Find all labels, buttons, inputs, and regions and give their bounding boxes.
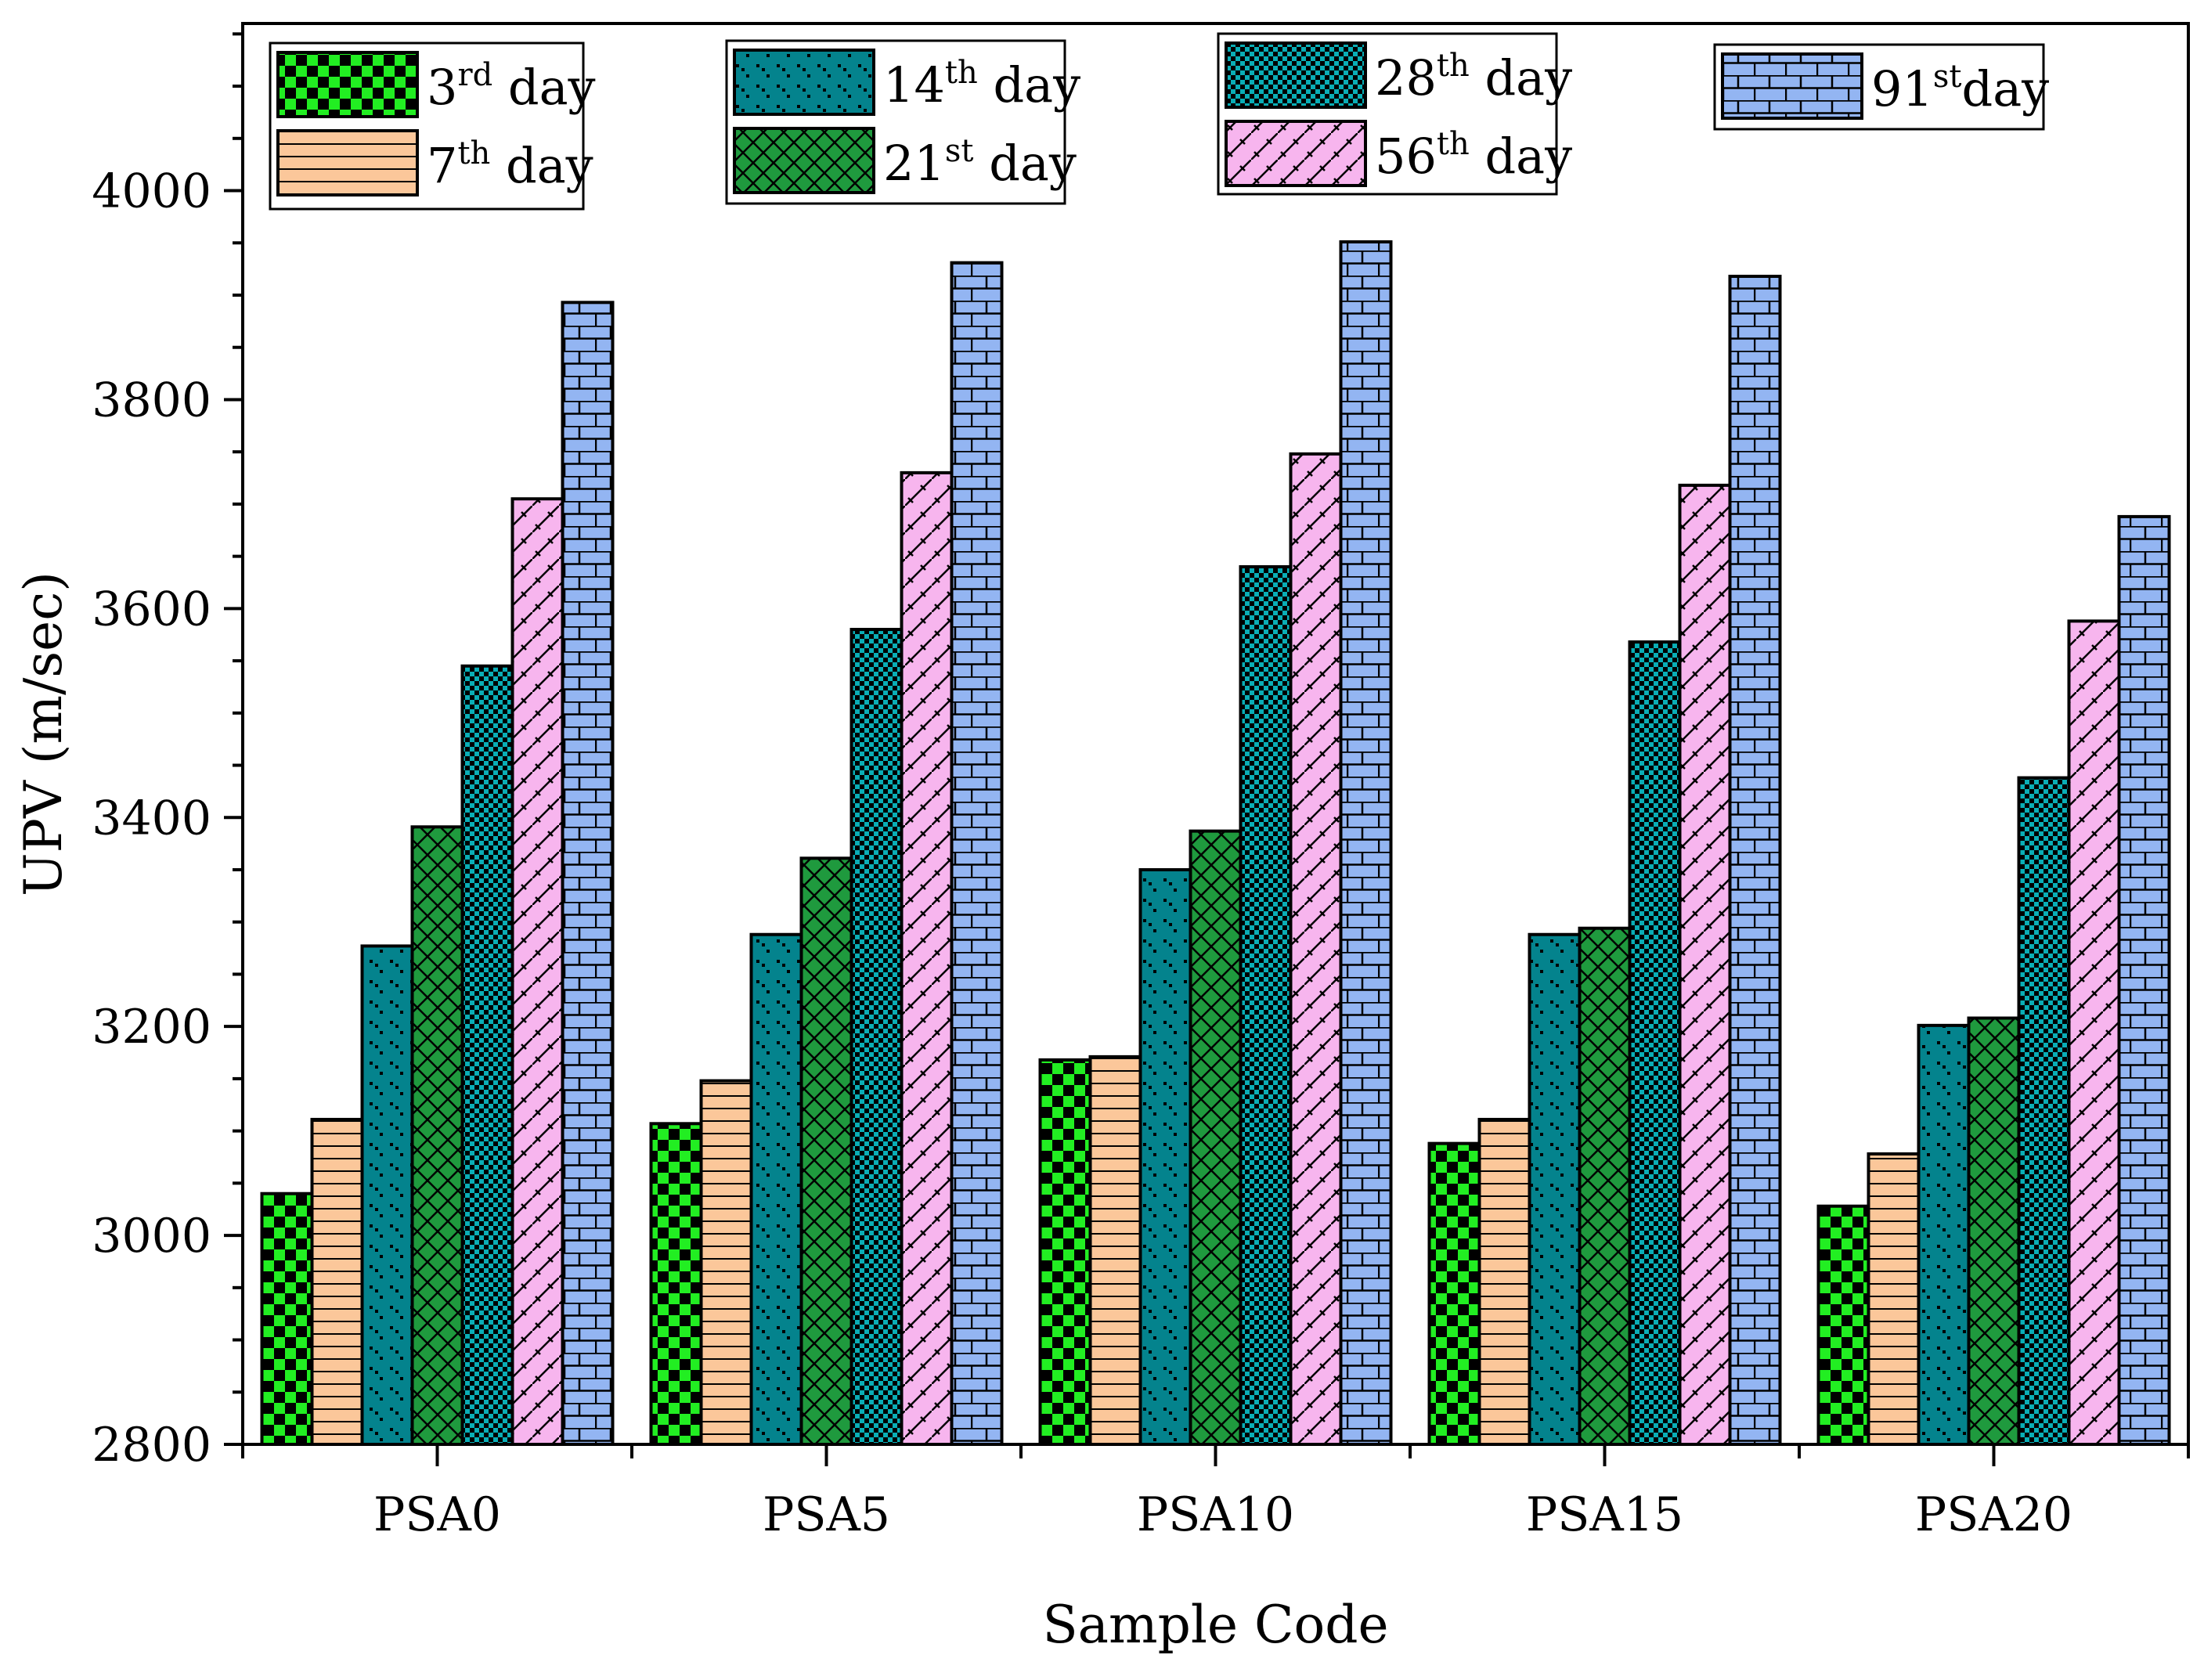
legend-swatch [733,127,875,194]
y-tick-label: 3400 [92,791,211,845]
legend-label: 21st day [883,133,1077,192]
bar-psa5-series-6 [900,470,954,1446]
x-category-label: PSA5 [763,1487,890,1542]
bar-psa5-series-7 [950,261,1004,1446]
bar-psa20-series-6 [2067,619,2121,1446]
bar-psa5-series-2 [699,1079,753,1446]
bar-psa15-series-5 [1628,640,1682,1446]
bar-psa0-series-6 [510,497,565,1446]
legend-label: 14th day [883,55,1080,114]
bar-psa15-series-6 [1678,483,1732,1446]
legend-swatch [733,49,875,116]
bar-psa20-series-7 [2117,514,2171,1446]
bar-psa5-series-1 [649,1122,703,1446]
bar-psa0-series-3 [360,944,414,1446]
bar-psa10-series-2 [1088,1055,1142,1446]
bar-psa0-series-4 [410,825,464,1446]
legend-swatch [1225,120,1367,187]
bar-psa20-series-2 [1867,1152,1921,1447]
bar-psa20-series-4 [1967,1016,2021,1446]
legend-label: 91stday [1871,59,2049,117]
bar-psa20-series-3 [1917,1023,1971,1446]
legend-swatch [1225,41,1367,109]
bar-psa15-series-4 [1578,926,1632,1446]
bar-psa15-series-3 [1528,932,1582,1447]
bar-psa10-series-1 [1038,1058,1092,1446]
bar-psa15-series-7 [1728,274,1782,1446]
y-axis-title: UPV (m/sec) [13,571,74,896]
legend-swatch [1721,52,1863,120]
legend-label: 28th day [1375,48,1572,106]
legend-label: 7th day [427,135,593,194]
bar-psa0-series-2 [310,1117,364,1446]
bar-psa10-series-7 [1339,240,1393,1446]
bar-psa10-series-4 [1189,829,1243,1447]
bar-psa15-series-1 [1427,1141,1481,1447]
x-category-label: PSA10 [1137,1487,1294,1542]
x-category-label: PSA20 [1915,1487,2072,1542]
bar-psa20-series-5 [2017,776,2071,1446]
y-tick-label: 2800 [92,1418,211,1473]
axes-layer: 2800 3000 3200 3400 3600 3800 4000 PSA0 PSA5 PSA1… [13,22,2190,1655]
legend-label: 3rd day [427,57,596,116]
y-tick-label: 4000 [92,164,211,219]
bars-layer [260,240,2171,1447]
bar-psa5-series-4 [799,856,853,1446]
bar-psa5-series-5 [849,628,904,1447]
bar-psa5-series-3 [749,932,803,1447]
x-category-label: PSA15 [1526,1487,1683,1542]
legend-layer: 3rd day 7th day 14th day 21st day 28th day 56… [269,32,2049,211]
legend-swatch [276,129,419,196]
y-tick-label: 3800 [92,373,211,427]
bar-psa0-series-5 [460,664,514,1446]
bar-psa10-series-6 [1289,452,1343,1446]
legend-swatch [276,51,419,118]
bar-psa10-series-5 [1239,564,1293,1446]
legend-label: 56th day [1375,126,1572,185]
bar-psa0-series-1 [260,1192,314,1447]
y-tick-label: 3000 [92,1209,211,1264]
bar-psa0-series-7 [561,301,615,1447]
bar-psa15-series-2 [1477,1117,1531,1446]
bar-psa10-series-3 [1138,867,1192,1446]
y-tick-label: 3200 [92,1000,211,1055]
x-category-label: PSA0 [373,1487,501,1542]
y-tick-label: 3600 [92,582,211,636]
x-axis-title: Sample Code [1042,1595,1388,1655]
bar-psa20-series-1 [1816,1204,1870,1446]
